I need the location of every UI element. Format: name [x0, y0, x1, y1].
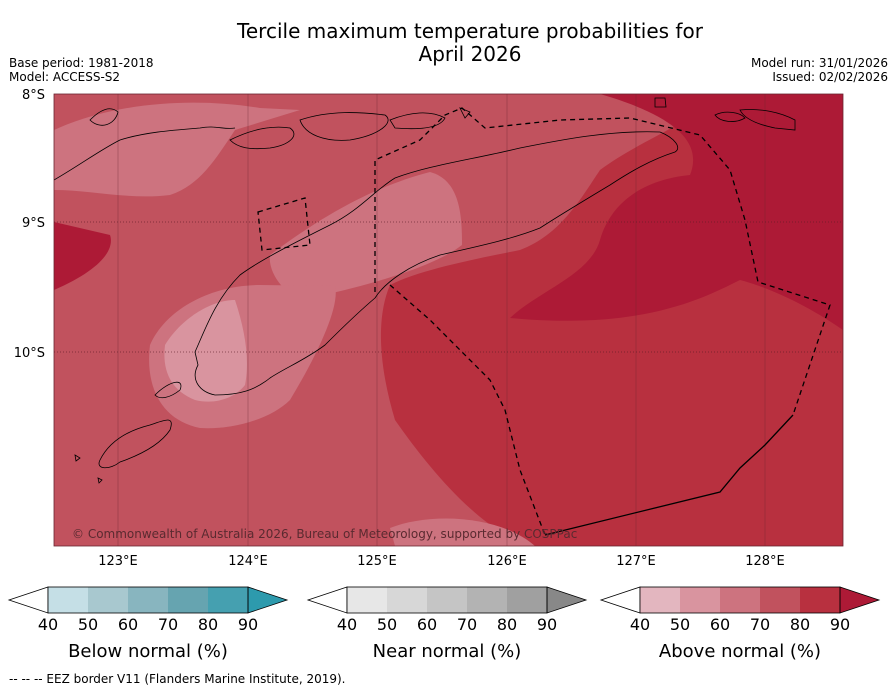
- title-line-1: Tercile maximum temperature probabilitie…: [237, 19, 703, 43]
- colorbar-arrow-low: [7, 586, 49, 614]
- colorbar-outline: [47, 586, 249, 614]
- colorbar-tick-label: 80: [198, 615, 218, 634]
- colorbar-outline: [639, 586, 841, 614]
- colorbar-tick-label: 90: [830, 615, 850, 634]
- colorbar-swatch: [800, 587, 840, 613]
- lon-label-124e: 124°E: [228, 554, 268, 569]
- colorbar-tick-label: 80: [790, 615, 810, 634]
- colorbar-tick-label: 50: [377, 615, 397, 634]
- colorbar-tick-label: 40: [38, 615, 58, 634]
- coastlines: [54, 97, 796, 484]
- maritime-boundary: [544, 414, 794, 536]
- eez-footnote: -- -- -- EEZ border V11 (Flanders Marine…: [9, 672, 346, 686]
- chart-title: Tercile maximum temperature probabilitie…: [0, 20, 896, 66]
- colorbar-title: Below normal (%): [68, 641, 228, 662]
- colorbar-title: Above normal (%): [659, 641, 821, 662]
- colorbar-above-normal: 40 50 60 70 80 90 Above normal (%): [599, 586, 881, 662]
- model-name: Model: ACCESS-S2: [9, 70, 121, 84]
- eez-borders: [257, 107, 831, 536]
- colorbar-swatch: [168, 587, 208, 613]
- colorbar-swatch: [507, 587, 547, 613]
- lat-gridlines: [54, 221, 843, 353]
- prob-band-50: [164, 300, 247, 402]
- base-period: Base period: 1981-2018: [9, 56, 154, 70]
- colorbar-swatch: [680, 587, 720, 613]
- lon-label-125e: 125°E: [357, 554, 397, 569]
- colorbar-swatch: [128, 587, 168, 613]
- issued-date: Issued: 02/02/2026: [772, 70, 888, 84]
- colorbar-swatch: [427, 587, 467, 613]
- colorbar-arrow-low: [306, 586, 348, 614]
- colorbar-swatch: [640, 587, 680, 613]
- colorbar-arrow-high: [839, 586, 881, 614]
- colorbar-tick-label: 70: [158, 615, 178, 634]
- colorbar-outline: [346, 586, 548, 614]
- colorbar-tick-label: 90: [238, 615, 258, 634]
- prob-band-60-centre: [269, 172, 462, 300]
- colorbar-tick-label: 90: [537, 615, 557, 634]
- colorbar-tick-label: 60: [710, 615, 730, 634]
- colorbar-swatch: [760, 587, 800, 613]
- model-run: Model run: 31/01/2026: [750, 56, 888, 70]
- colorbar-tick-label: 50: [670, 615, 690, 634]
- colorbar-near-normal: 40 50 60 70 80 90 Near normal (%): [306, 586, 588, 662]
- lon-label-128e: 128°E: [745, 554, 785, 569]
- colorbar-tick-label: 80: [497, 615, 517, 634]
- colorbar-tick-label: 40: [337, 615, 357, 634]
- copyright-text: © Commonwealth of Australia 2026, Bureau…: [72, 527, 577, 541]
- colorbar-swatch: [720, 587, 760, 613]
- colorbar-swatch: [387, 587, 427, 613]
- prob-band-90: [510, 94, 843, 330]
- map-frame: [53, 93, 844, 547]
- lat-label-8s: 8°S: [22, 88, 45, 103]
- colorbar-arrow-low: [599, 586, 641, 614]
- lat-label-10s: 10°S: [14, 346, 45, 361]
- colorbar-swatch: [347, 587, 387, 613]
- lon-label-126e: 126°E: [487, 554, 527, 569]
- colorbar-swatch: [208, 587, 248, 613]
- colorbar-tick-label: 50: [78, 615, 98, 634]
- colorbar-arrow-high: [546, 586, 588, 614]
- colorbar-tick-label: 60: [118, 615, 138, 634]
- title-line-2: April 2026: [418, 42, 522, 66]
- lon-label-127e: 127°E: [616, 554, 656, 569]
- prob-band-60-bottom: [390, 518, 535, 546]
- colorbar-tick-label: 70: [457, 615, 477, 634]
- colorbar-below-normal: 40 50 60 70 80 90 Below normal (%): [7, 586, 289, 662]
- colorbar-tick-label: 70: [750, 615, 770, 634]
- colorbar-title: Near normal (%): [373, 641, 522, 662]
- colorbar-tick-label: 60: [417, 615, 437, 634]
- lon-gridlines: [117, 94, 766, 546]
- colorbar-swatch: [48, 587, 88, 613]
- colorbar-swatch: [88, 587, 128, 613]
- prob-band-90-west: [54, 222, 111, 290]
- lon-label-123e: 123°E: [98, 554, 138, 569]
- colorbar-tick-label: 40: [630, 615, 650, 634]
- prob-band-60-north: [54, 102, 300, 197]
- colorbar-swatch: [467, 587, 507, 613]
- lat-label-9s: 9°S: [22, 216, 45, 231]
- colorbar-arrow-high: [247, 586, 289, 614]
